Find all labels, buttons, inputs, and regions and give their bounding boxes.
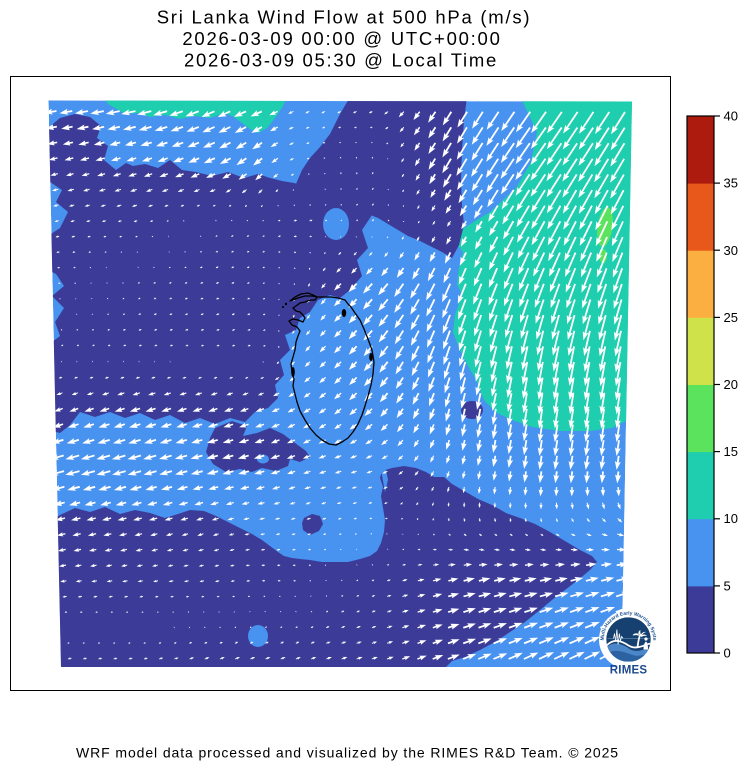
- svg-text:10: 10: [724, 511, 738, 526]
- svg-text:40: 40: [724, 109, 738, 124]
- svg-text:RIMES: RIMES: [610, 665, 648, 677]
- svg-text:20: 20: [724, 377, 738, 392]
- svg-text:WRF model data processed and v: WRF model data processed and visualized …: [76, 745, 619, 761]
- svg-text:2026-03-09 00:00 @ UTC+00:00: 2026-03-09 00:00 @ UTC+00:00: [182, 28, 501, 49]
- svg-text:Sri Lanka Wind Flow at 500 hPa: Sri Lanka Wind Flow at 500 hPa (m/s): [157, 7, 532, 28]
- svg-text:0: 0: [724, 646, 731, 661]
- svg-text:25: 25: [724, 310, 738, 325]
- svg-text:35: 35: [724, 176, 738, 191]
- svg-text:15: 15: [724, 444, 738, 459]
- svg-text:2026-03-09 05:30 @ Local Time: 2026-03-09 05:30 @ Local Time: [184, 50, 498, 71]
- svg-text:30: 30: [724, 243, 738, 258]
- svg-text:5: 5: [724, 578, 731, 593]
